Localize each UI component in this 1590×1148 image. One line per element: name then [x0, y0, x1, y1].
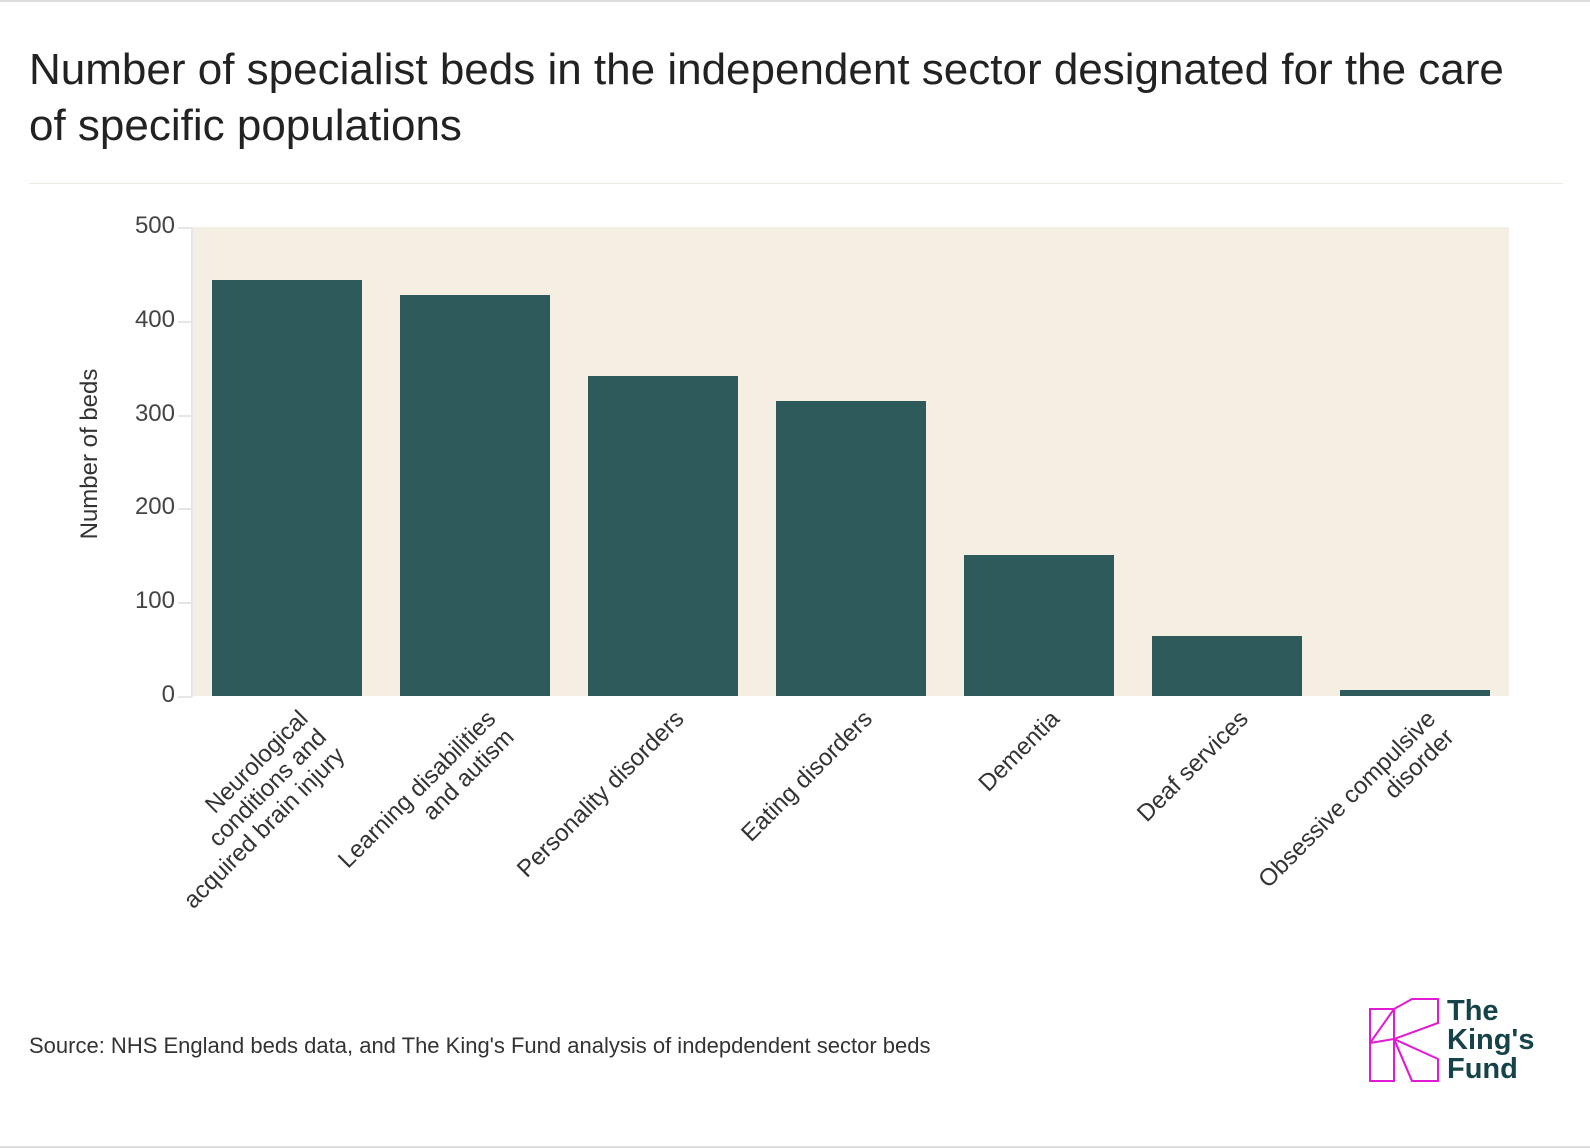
x-tick-label: Learning disabilities and autism — [333, 705, 520, 874]
x-tick-label: Neurological conditions and acquired bra… — [178, 705, 351, 914]
logo-text: The King's Fund — [1447, 995, 1535, 1085]
y-tick-mark — [178, 602, 192, 605]
chart-title: Number of specialist beds in the indepen… — [29, 45, 1504, 150]
y-tick-label: 100 — [134, 587, 175, 615]
x-tick-label: Deaf services — [1131, 705, 1254, 828]
bar-4 — [964, 555, 1114, 696]
bar-0 — [212, 280, 362, 696]
bar-5 — [1152, 635, 1302, 696]
y-tick-mark — [178, 227, 192, 229]
y-tick-label: 400 — [134, 305, 175, 333]
x-tick-label: Obsessive compulsive disorder — [1253, 705, 1460, 894]
x-tick-label: Eating disorders — [735, 705, 878, 848]
y-tick-mark — [178, 508, 192, 511]
y-axis-line — [191, 227, 193, 697]
y-tick-mark — [178, 414, 192, 417]
bar-1 — [400, 295, 550, 696]
y-axis-label: Number of beds — [76, 368, 103, 540]
source-note: Source: NHS England beds data, and The K… — [29, 1033, 931, 1058]
top-border — [0, 0, 1590, 2]
x-tick-label: Personality disorders — [511, 705, 690, 883]
y-tick-label: 300 — [134, 399, 175, 427]
y-tick-label: 0 — [161, 681, 175, 708]
bar-3 — [776, 401, 926, 696]
x-tick-label: Dementia — [973, 705, 1066, 798]
y-tick-mark — [178, 696, 192, 698]
kings-fund-logo-icon — [1369, 998, 1439, 1082]
bar-6 — [1340, 690, 1490, 696]
bar-2 — [588, 376, 738, 696]
bottom-border — [0, 1146, 1590, 1148]
y-tick-mark — [178, 320, 192, 323]
y-tick-label: 500 — [134, 212, 175, 239]
y-tick-label: 200 — [134, 493, 175, 521]
title-divider — [29, 183, 1563, 184]
